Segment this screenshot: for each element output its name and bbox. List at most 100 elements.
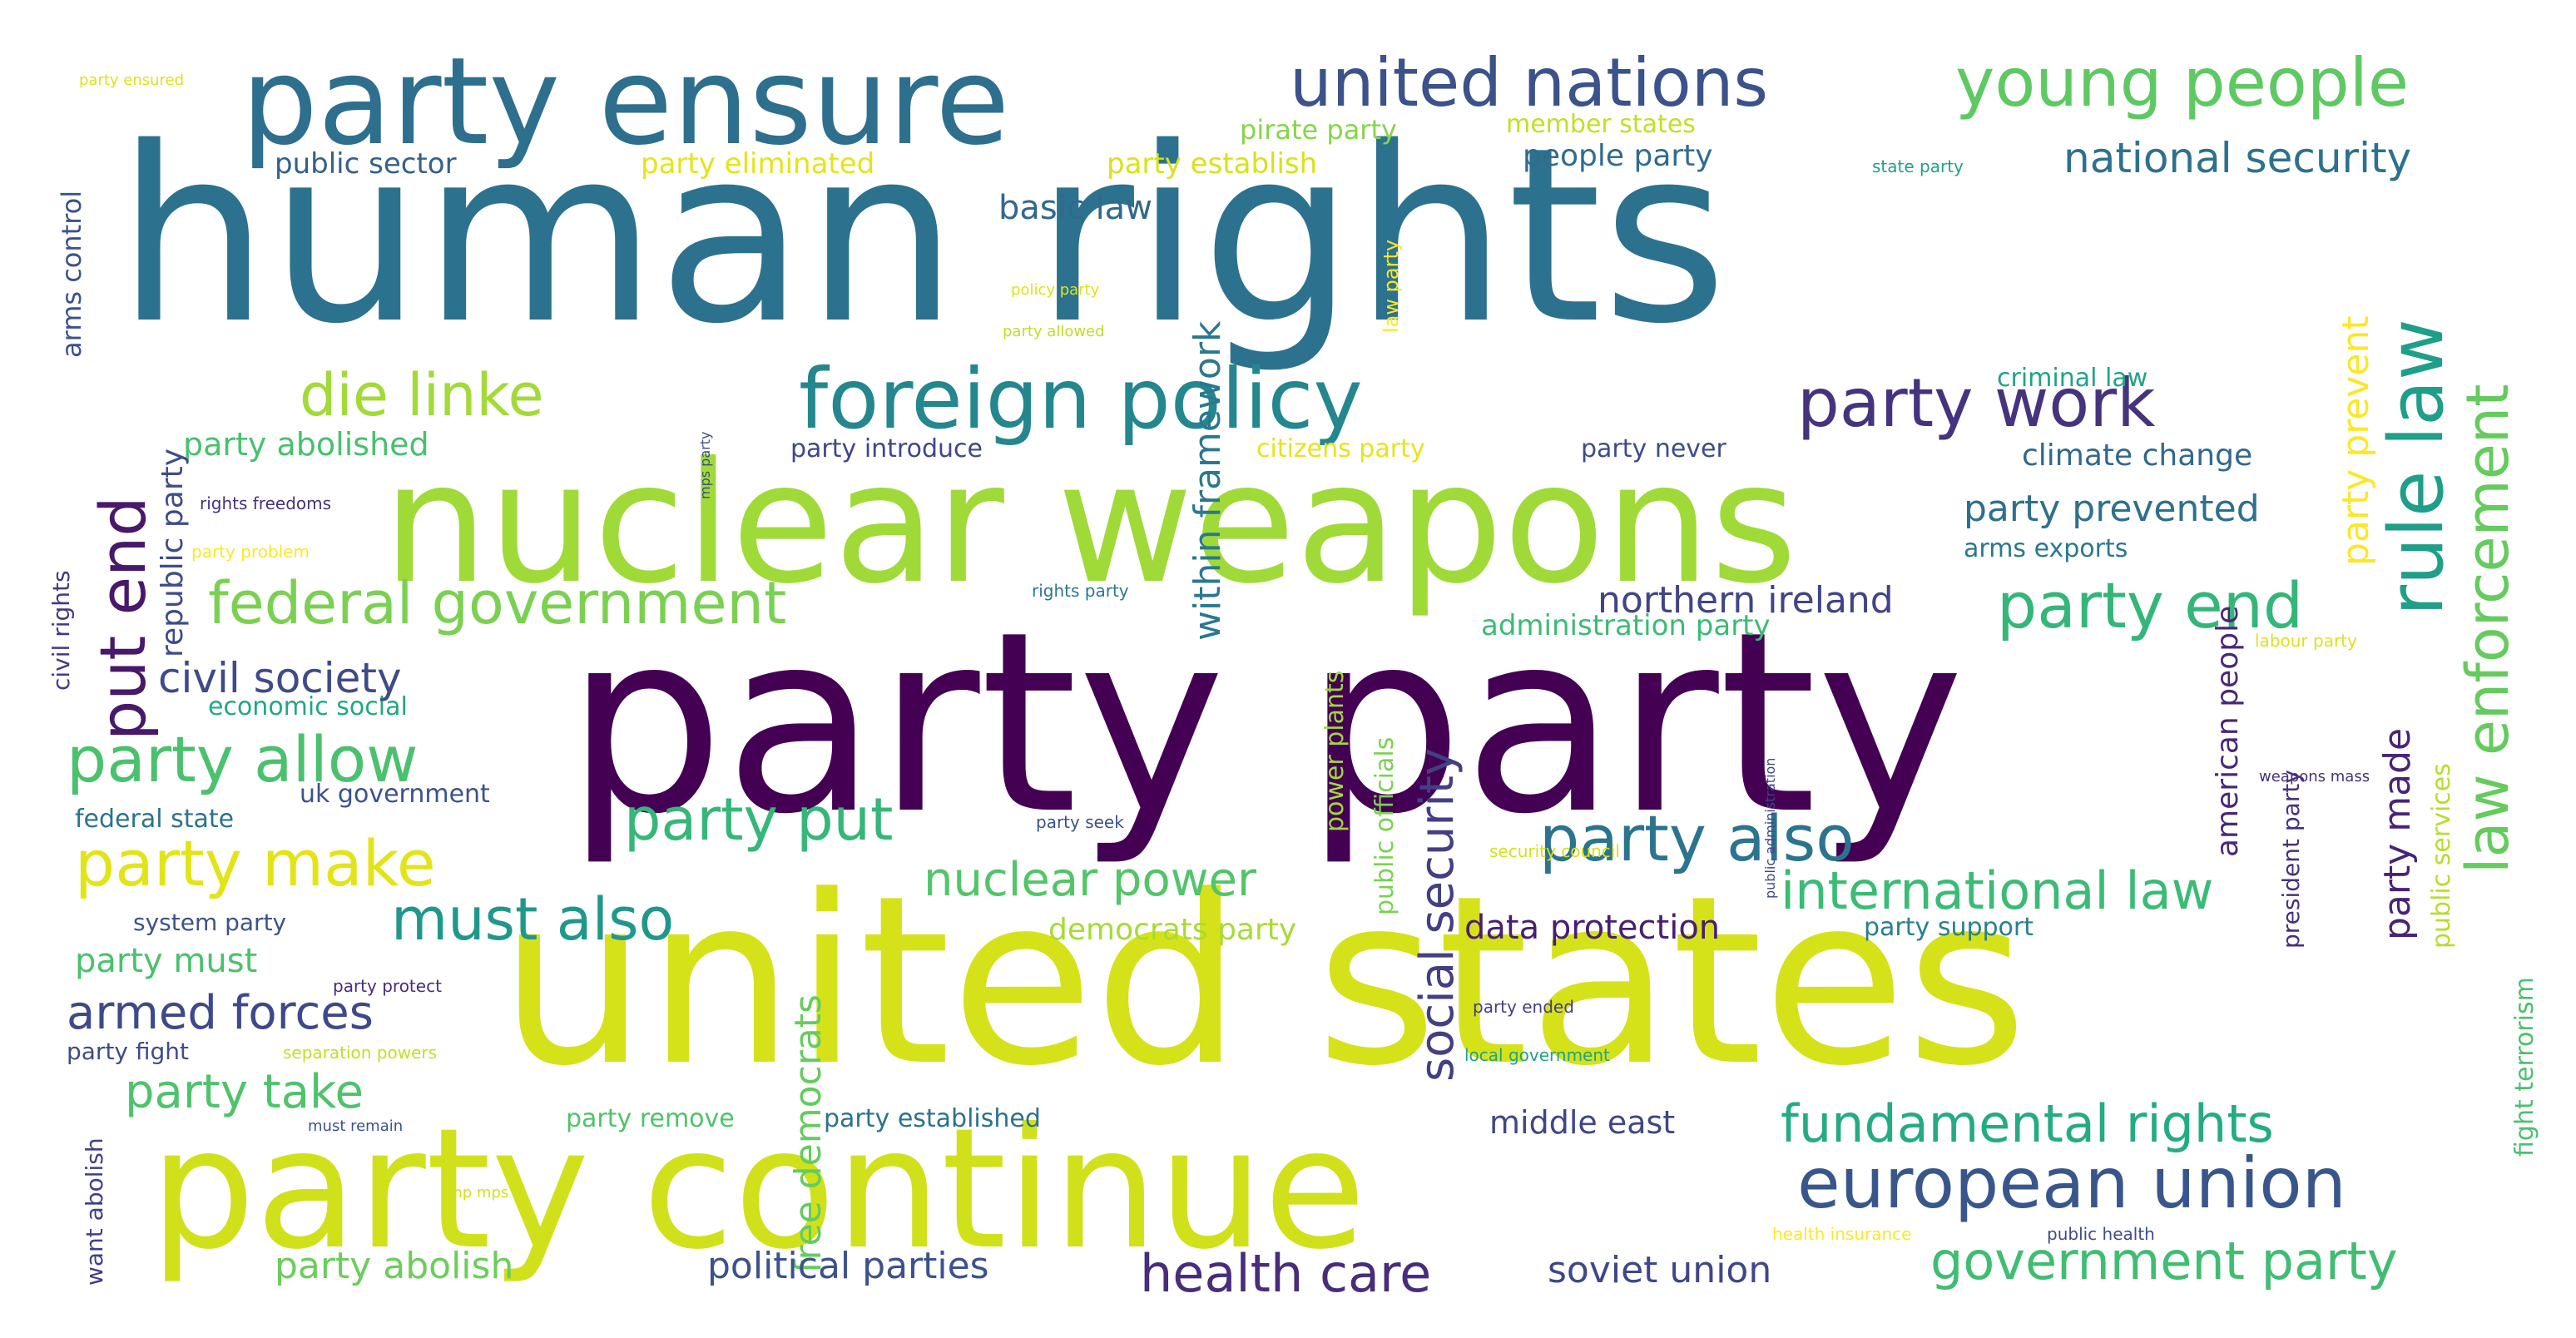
word: middle east xyxy=(1489,1104,1676,1141)
word: soviet union xyxy=(1548,1249,1772,1291)
word: party established xyxy=(824,1104,1041,1133)
word: party establish xyxy=(1107,147,1318,181)
word: political parties xyxy=(707,1245,989,1287)
word: armed forces xyxy=(67,986,374,1040)
word: criminal law xyxy=(1997,364,2148,393)
word: nuclear power xyxy=(924,853,1257,907)
word: health insurance xyxy=(1772,1224,1912,1244)
word: party made xyxy=(2376,727,2419,940)
word: die linke xyxy=(300,361,544,429)
word: fundamental rights xyxy=(1781,1093,2274,1154)
word: party prevent xyxy=(2335,315,2377,566)
word: arms control xyxy=(56,190,87,358)
word: within framework xyxy=(1186,320,1229,641)
word: party ensured xyxy=(79,72,185,89)
word: must also xyxy=(391,885,675,954)
word: rights party xyxy=(1032,581,1129,601)
word: public administration xyxy=(1762,757,1778,899)
word: international law xyxy=(1781,860,2214,921)
word: party eliminated xyxy=(641,147,875,181)
word: party put xyxy=(624,785,894,854)
word: rights freedoms xyxy=(200,493,332,513)
word: rule law xyxy=(2373,319,2460,616)
word: party support xyxy=(1864,913,2034,942)
word: public services xyxy=(2427,763,2456,949)
word: national security xyxy=(2063,134,2412,182)
word: arms exports xyxy=(1964,534,2128,563)
word: federal government xyxy=(208,569,787,637)
word: public officials xyxy=(1370,736,1399,915)
word: must remain xyxy=(308,1117,404,1135)
word: united nations xyxy=(1290,44,1769,121)
word: people party xyxy=(1523,139,1713,173)
word: economic social xyxy=(208,692,408,721)
word: party abolish xyxy=(275,1245,514,1287)
word: foreign policy xyxy=(799,350,1363,448)
word: united states xyxy=(499,846,2028,1117)
word: want abolish xyxy=(81,1137,108,1286)
word: law enforcement xyxy=(2454,384,2522,874)
word: law party xyxy=(1380,239,1403,333)
word: member states xyxy=(1506,110,1696,139)
word: party allow xyxy=(67,722,419,796)
word: party also xyxy=(1539,801,1855,875)
word: public sector xyxy=(275,147,457,181)
word: free democrats xyxy=(787,994,830,1273)
word: party protect xyxy=(333,976,442,996)
word: party party xyxy=(566,578,1964,869)
word: party problem xyxy=(191,542,310,562)
word: basic law xyxy=(998,189,1152,227)
word: separation powers xyxy=(283,1043,438,1063)
word: uk government xyxy=(300,780,490,809)
word: party abolished xyxy=(183,426,429,463)
word: citizens party xyxy=(1256,434,1425,463)
word: federal state xyxy=(75,805,235,834)
word: party continue xyxy=(150,1093,1366,1286)
word: local government xyxy=(1464,1045,1610,1065)
word: weapons mass xyxy=(2259,768,2370,785)
word: party never xyxy=(1581,434,1726,463)
word: put end xyxy=(86,496,160,741)
word: fight terrorism xyxy=(2510,977,2539,1157)
word: civil society xyxy=(158,654,402,702)
word: american people xyxy=(2211,605,2245,857)
word: power plants xyxy=(1320,670,1350,832)
word: data protection xyxy=(1464,909,1721,947)
word: president party xyxy=(2277,770,2305,949)
word: party end xyxy=(1997,568,2304,642)
word: security council xyxy=(1489,841,1620,861)
word: party work xyxy=(1797,364,2156,442)
word: party take xyxy=(125,1065,364,1119)
word: european union xyxy=(1797,1142,2346,1224)
word: party introduce xyxy=(790,434,983,463)
word: democrats party xyxy=(1048,913,1297,947)
word: climate change xyxy=(2022,439,2253,473)
word: party remove xyxy=(566,1104,735,1133)
word: party ended xyxy=(1473,997,1574,1017)
word: system party xyxy=(133,909,287,936)
word: health care xyxy=(1140,1243,1432,1304)
word: northern ireland xyxy=(1598,579,1894,622)
word: party prevented xyxy=(1964,488,2260,530)
word: party fight xyxy=(67,1038,190,1065)
word: party make xyxy=(75,826,436,900)
word: social security xyxy=(1410,747,1464,1082)
word: labour party xyxy=(2255,631,2357,651)
word: republic party xyxy=(156,448,190,657)
word: government party xyxy=(1930,1231,2398,1291)
word: snp mps xyxy=(445,1184,509,1202)
word: party ensure xyxy=(241,32,1010,172)
word: human rights xyxy=(116,97,1728,377)
word: public health xyxy=(2047,1224,2155,1244)
word: young people xyxy=(1955,44,2410,121)
word: civil rights xyxy=(47,570,75,691)
word: nuclear weapons xyxy=(383,427,1797,621)
word: pirate party xyxy=(1240,114,1397,146)
word: party allowed xyxy=(1003,323,1105,340)
word: party must xyxy=(75,942,258,980)
word: mps party xyxy=(697,431,713,499)
word: administration party xyxy=(1481,609,1771,642)
word: party seek xyxy=(1036,812,1124,832)
word: policy party xyxy=(1011,281,1100,299)
